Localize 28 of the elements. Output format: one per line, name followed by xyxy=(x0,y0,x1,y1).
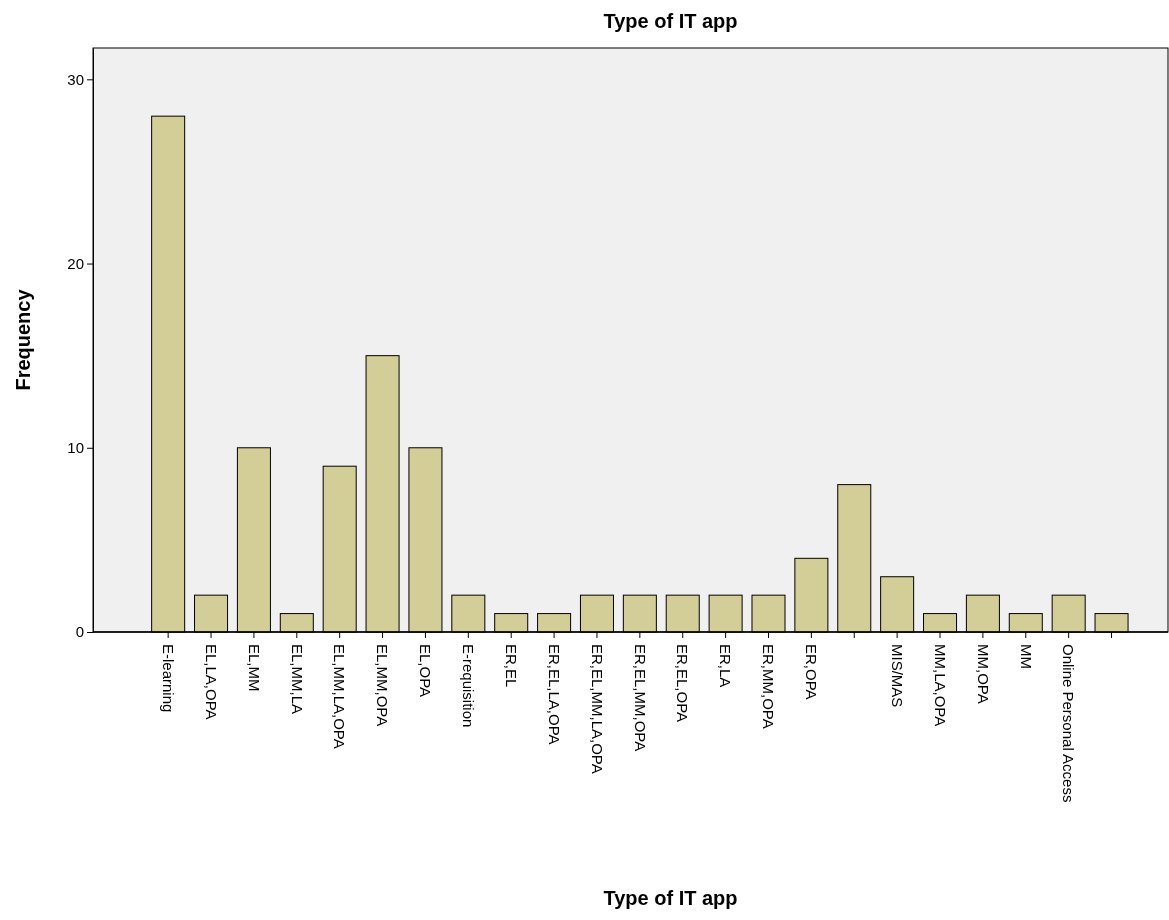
x-tick-label: EL,MM xyxy=(245,644,263,692)
x-tick-label: EL,MM,LA xyxy=(288,644,306,715)
x-tick-label: ER,LA xyxy=(717,644,735,688)
x-tick-label: ER,EL,MM,OPA xyxy=(631,644,649,752)
x-tick-label: MM,LA,OPA xyxy=(931,644,949,727)
x-tick-label: MM xyxy=(1017,644,1035,669)
y-tick-label: 10 xyxy=(67,439,84,457)
x-tick-label: Online Personal Access xyxy=(1060,644,1078,803)
x-tick-label: EL,LA,OPA xyxy=(202,644,220,720)
y-tick-label: 30 xyxy=(67,70,84,88)
x-tick-label: ER,EL xyxy=(502,644,520,688)
x-tick-label: ER,EL,LA,OPA xyxy=(545,644,563,745)
y-tick-label: 20 xyxy=(67,254,84,272)
x-tick-label: E-learning xyxy=(159,644,177,713)
x-tick-label: MM,OPA xyxy=(974,644,992,704)
y-axis-title: Frequency xyxy=(12,288,34,391)
y-tick-label: 0 xyxy=(75,623,84,641)
x-tick-label: ER,MM,OPA xyxy=(760,644,778,729)
x-axis-title: Type of IT app xyxy=(603,887,738,909)
x-tick-label: ER,EL,MM,LA,OPA xyxy=(588,644,606,774)
x-tick-label: ER,EL,OPA xyxy=(674,644,692,723)
x-tick-label: MIS/MAS xyxy=(888,644,906,708)
x-tick-label: EL,MM,LA,OPA xyxy=(331,644,349,749)
chart-title: Type of IT app xyxy=(603,10,738,32)
x-tick-label: ER,OPA xyxy=(803,644,821,700)
x-tick-label: E-requisition xyxy=(460,644,478,728)
x-tick-label: EL,MM,OPA xyxy=(374,644,392,727)
x-tick-label: EL,OPA xyxy=(417,644,435,698)
